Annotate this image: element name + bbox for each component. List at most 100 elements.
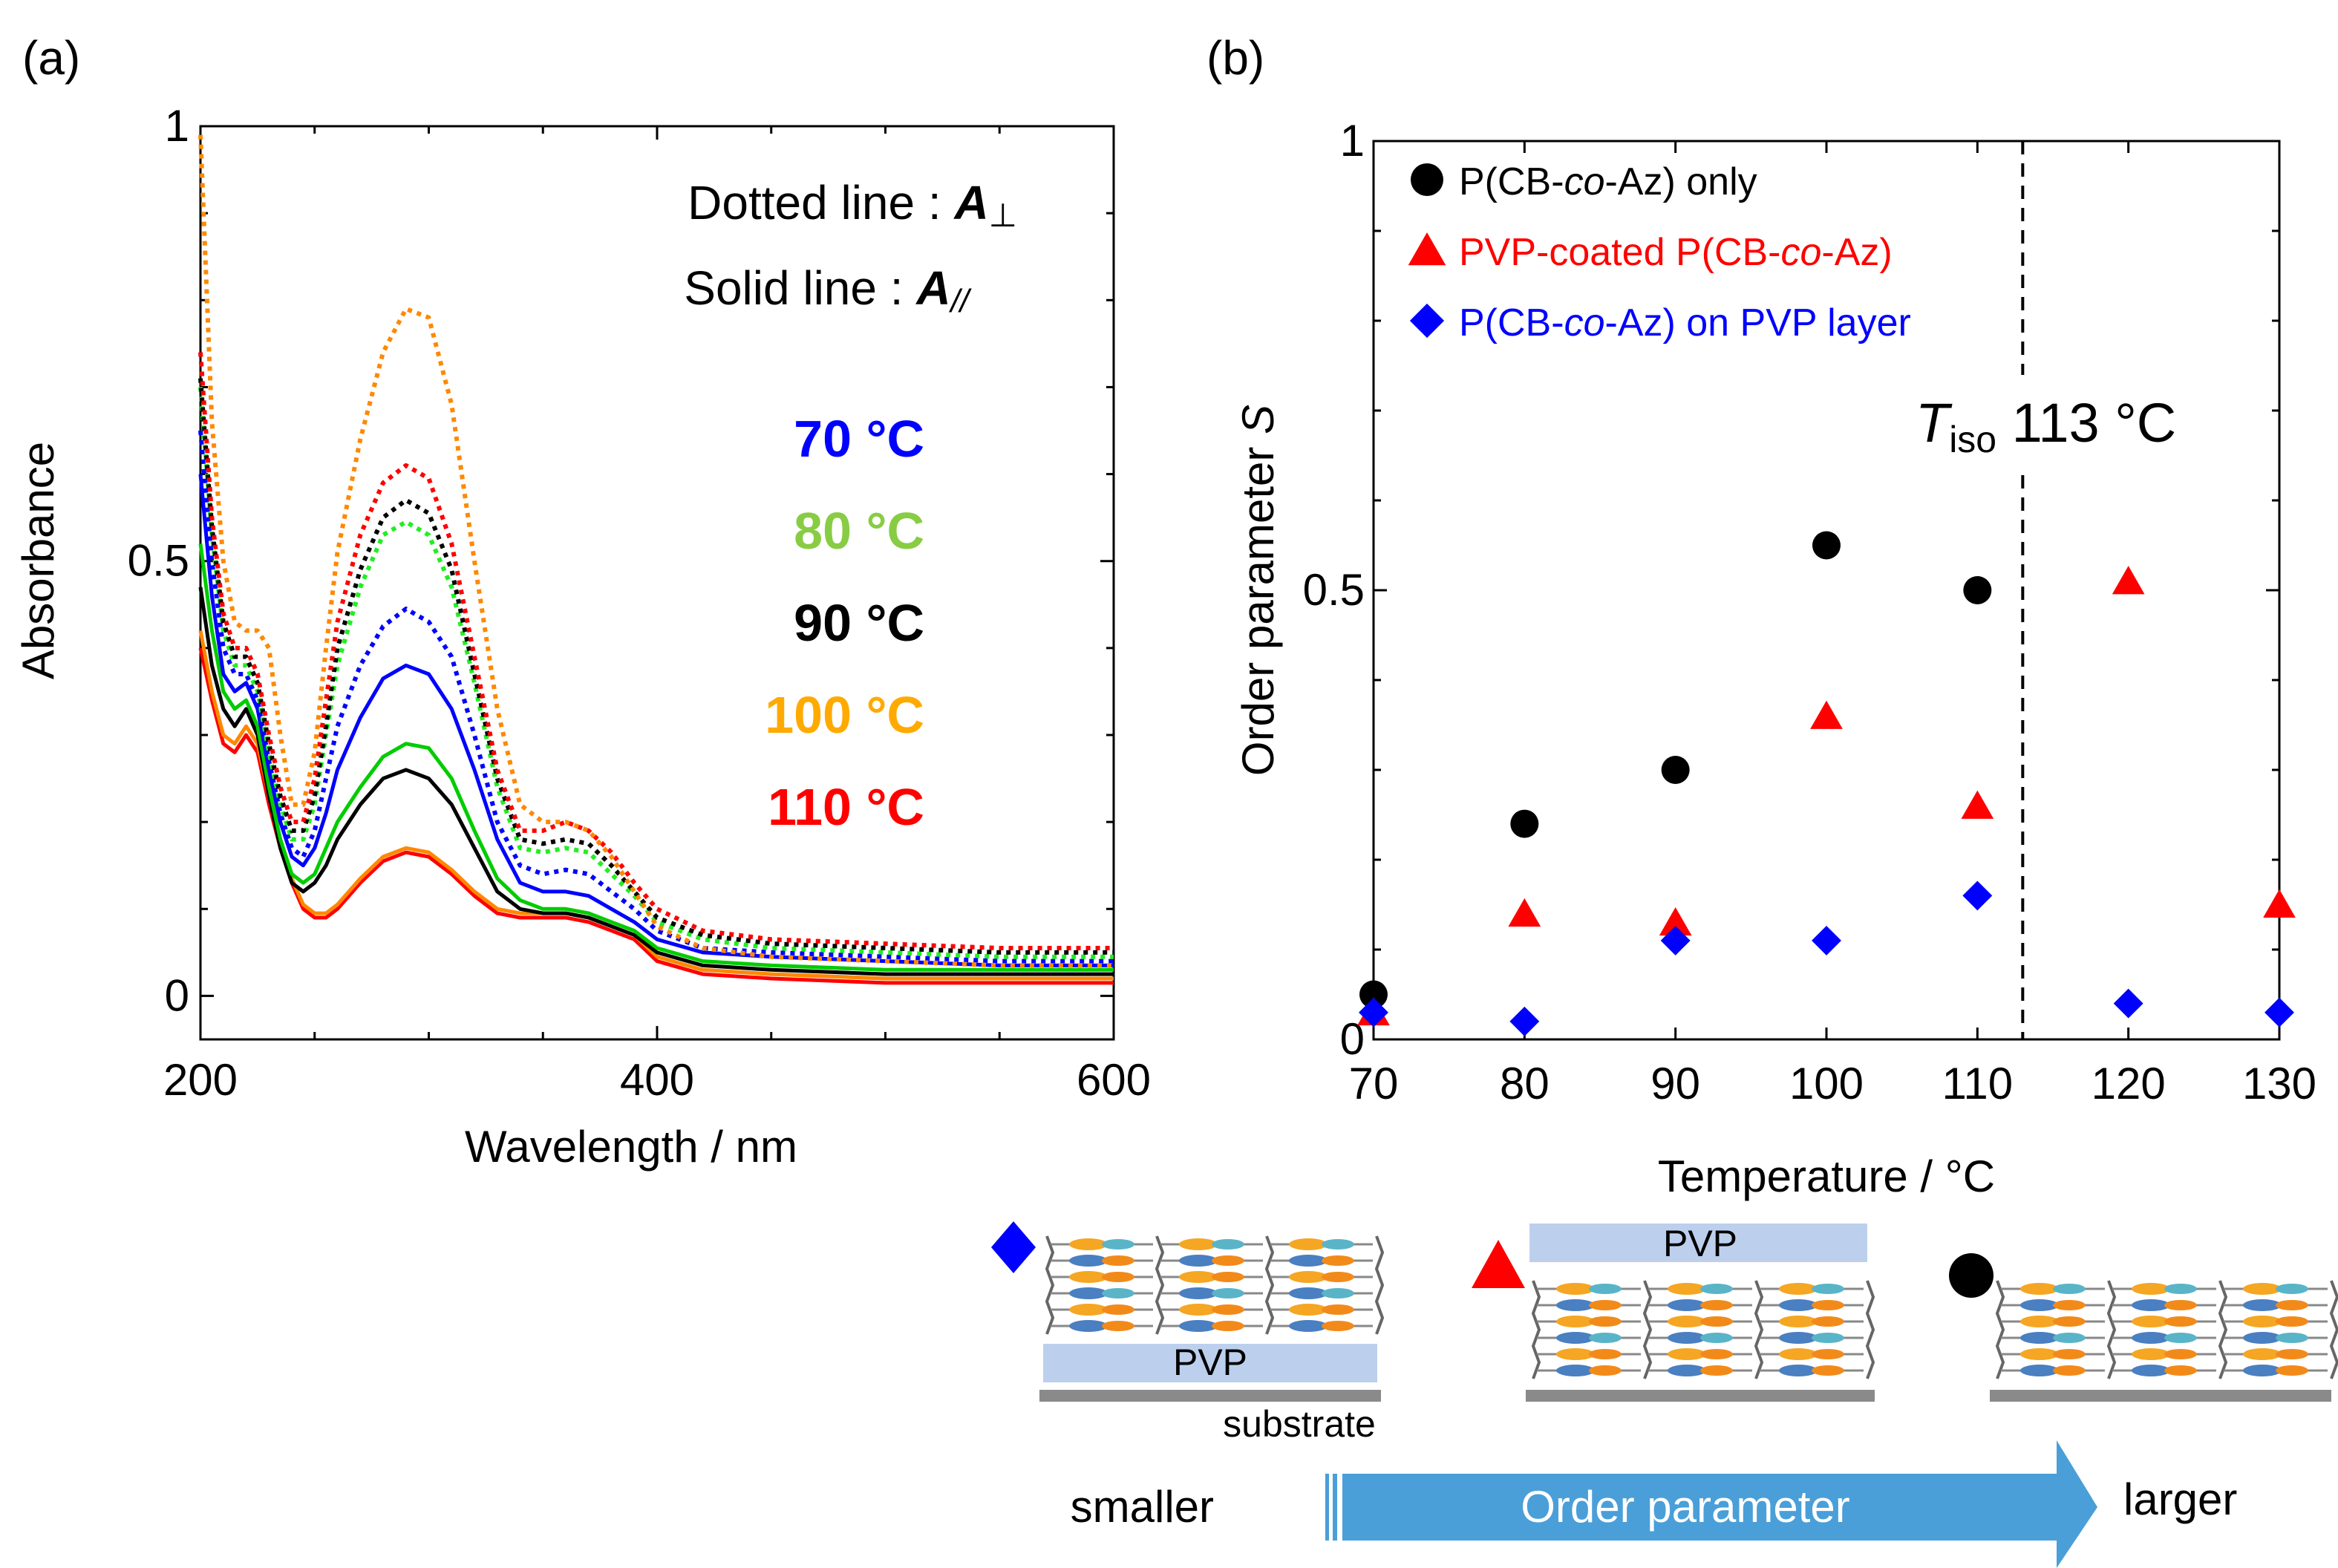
legend-label: P(CB-co-Az) only <box>1459 160 1757 203</box>
mesogen-unit <box>2276 1284 2308 1294</box>
mesogen-unit <box>2053 1333 2086 1343</box>
mesogen-unit <box>2164 1365 2197 1376</box>
schematic-triangle-marker <box>1472 1240 1525 1288</box>
mesogen-unit <box>1289 1255 1328 1267</box>
y-tick-label: 1 <box>165 101 189 151</box>
mesogen-unit <box>1212 1239 1244 1250</box>
mesogen-unit <box>2243 1332 2282 1344</box>
data-point-diamond <box>1660 925 1691 956</box>
mesogen-unit <box>1556 1316 1595 1327</box>
schematic: PVP substrate PVP smaller Order paramete… <box>991 1221 2338 1568</box>
mesogen-unit <box>1212 1304 1244 1315</box>
legend-label-part: -Az) <box>1821 231 1892 274</box>
schematic-circle-marker <box>1949 1253 1993 1298</box>
mesogen-unit <box>2243 1316 2282 1327</box>
larger-label: larger <box>2123 1474 2237 1524</box>
mesogen-unit <box>1589 1316 1622 1327</box>
mesogen-unit <box>1589 1365 1622 1376</box>
data-point-diamond <box>1962 881 1993 911</box>
mesogen-unit <box>1556 1283 1595 1295</box>
mesogen-unit <box>1322 1239 1354 1250</box>
legend-label: P(CB-co-Az) on PVP layer <box>1459 301 1911 344</box>
mesogen-unit <box>1212 1255 1244 1266</box>
series-line <box>198 134 1114 968</box>
mesogen-unit <box>1069 1304 1108 1316</box>
mesogen-unit <box>1322 1288 1354 1298</box>
schematic-diamond-marker <box>991 1221 1036 1273</box>
mesogen-unit <box>1179 1255 1218 1267</box>
series-line <box>198 647 1114 985</box>
mesogen-unit <box>1700 1349 1733 1359</box>
data-point-triangle <box>1961 790 1994 819</box>
data-point-circle <box>1359 980 1388 1009</box>
x-tick-label: 100 <box>1789 1059 1864 1108</box>
panel-a-y-axis-label: Absorbance <box>13 442 63 679</box>
substrate-label: substrate <box>1223 1403 1376 1445</box>
legend-label-part: -Az) only <box>1604 160 1757 203</box>
panel-b-y-tick-labels: 00.51 <box>1303 116 1365 1064</box>
mesogen-unit <box>1212 1321 1244 1331</box>
data-point-diamond <box>1812 925 1841 956</box>
annotation-dotted-sub: ⊥ <box>989 197 1017 234</box>
mesogen-unit <box>1779 1332 1818 1344</box>
pvp-layer-bottom <box>1043 1344 1377 1382</box>
tiso-subscript: iso <box>1949 419 1996 460</box>
mesogen-unit <box>1289 1320 1328 1332</box>
mesogen-unit <box>1289 1304 1328 1316</box>
backbone-chain <box>1045 1235 1055 1335</box>
substrate-middle <box>1526 1390 1875 1402</box>
mesogen-unit <box>1322 1321 1354 1331</box>
arrow-tail-stripe-1 <box>1325 1474 1329 1541</box>
mesogen-unit <box>1589 1333 1622 1343</box>
data-point-triangle <box>1508 898 1541 927</box>
mesogen-unit <box>2243 1283 2282 1295</box>
mesogen-unit <box>2276 1300 2308 1310</box>
mesogen-unit <box>1779 1348 1818 1360</box>
mesogen-unit <box>1668 1283 1706 1295</box>
backbone-chain <box>1374 1235 1385 1335</box>
mesogen-unit <box>2020 1348 2059 1360</box>
mesogen-unit <box>1812 1349 1844 1359</box>
mesogen-unit <box>1589 1284 1622 1294</box>
mesogen-unit <box>2132 1332 2170 1344</box>
data-point-diamond <box>2264 997 2294 1028</box>
backbone-chain <box>1642 1280 1653 1379</box>
mesogen-unit <box>2053 1284 2086 1294</box>
mesogen-unit <box>1812 1316 1844 1327</box>
mesogen-unit <box>2132 1365 2170 1376</box>
mesogen-unit <box>1069 1238 1108 1250</box>
mesogen-unit <box>1668 1316 1706 1327</box>
data-point-diamond <box>2113 988 2143 1019</box>
data-point-diamond <box>1359 997 1388 1028</box>
mesogen-unit <box>2164 1300 2197 1310</box>
y-tick-label: 0.5 <box>1303 565 1365 615</box>
x-tick-label: 70 <box>1349 1059 1399 1108</box>
mesogen-unit <box>1289 1287 1328 1299</box>
mesogen-unit <box>1322 1272 1354 1282</box>
mesogen-unit <box>1179 1320 1218 1332</box>
mesogen-unit <box>2132 1299 2170 1311</box>
mesogen-unit <box>1179 1287 1218 1299</box>
mesogen-unit <box>1668 1348 1706 1360</box>
mesogen-unit <box>1779 1316 1818 1327</box>
mesogen-unit <box>1556 1348 1595 1360</box>
mesogen-unit <box>1212 1288 1244 1298</box>
mesogen-unit <box>1102 1304 1134 1315</box>
tiso-symbol: T <box>1916 392 1953 454</box>
mesogen-unit <box>2020 1299 2059 1311</box>
panel-b-x-axis-label: Temperature / °C <box>1658 1152 1995 1201</box>
mesogen-unit <box>1322 1304 1354 1315</box>
order-parameter-arrow <box>1342 1440 2097 1568</box>
substrate-left <box>1039 1390 1381 1402</box>
series-line <box>198 630 1114 981</box>
data-point-triangle <box>1659 906 1692 936</box>
mesogen-unit <box>2276 1316 2308 1327</box>
mesogen-unit <box>1289 1238 1328 1250</box>
series-line <box>198 352 1114 950</box>
mesogen-unit <box>1700 1284 1733 1294</box>
data-point-triangle <box>1810 700 1843 729</box>
mesogen-unit <box>2020 1365 2059 1376</box>
mesogen-unit <box>1668 1365 1706 1376</box>
x-tick-label: 200 <box>163 1055 238 1105</box>
